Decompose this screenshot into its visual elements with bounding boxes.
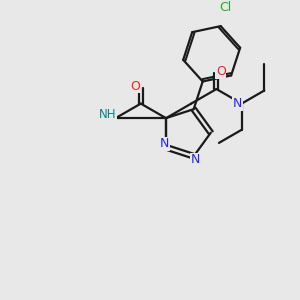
Text: N: N [232,97,242,110]
Text: Cl: Cl [220,2,232,14]
Text: O: O [130,80,140,93]
Text: NH: NH [99,108,116,121]
Text: N: N [190,153,200,166]
Text: O: O [216,65,226,78]
Text: N: N [160,137,170,150]
